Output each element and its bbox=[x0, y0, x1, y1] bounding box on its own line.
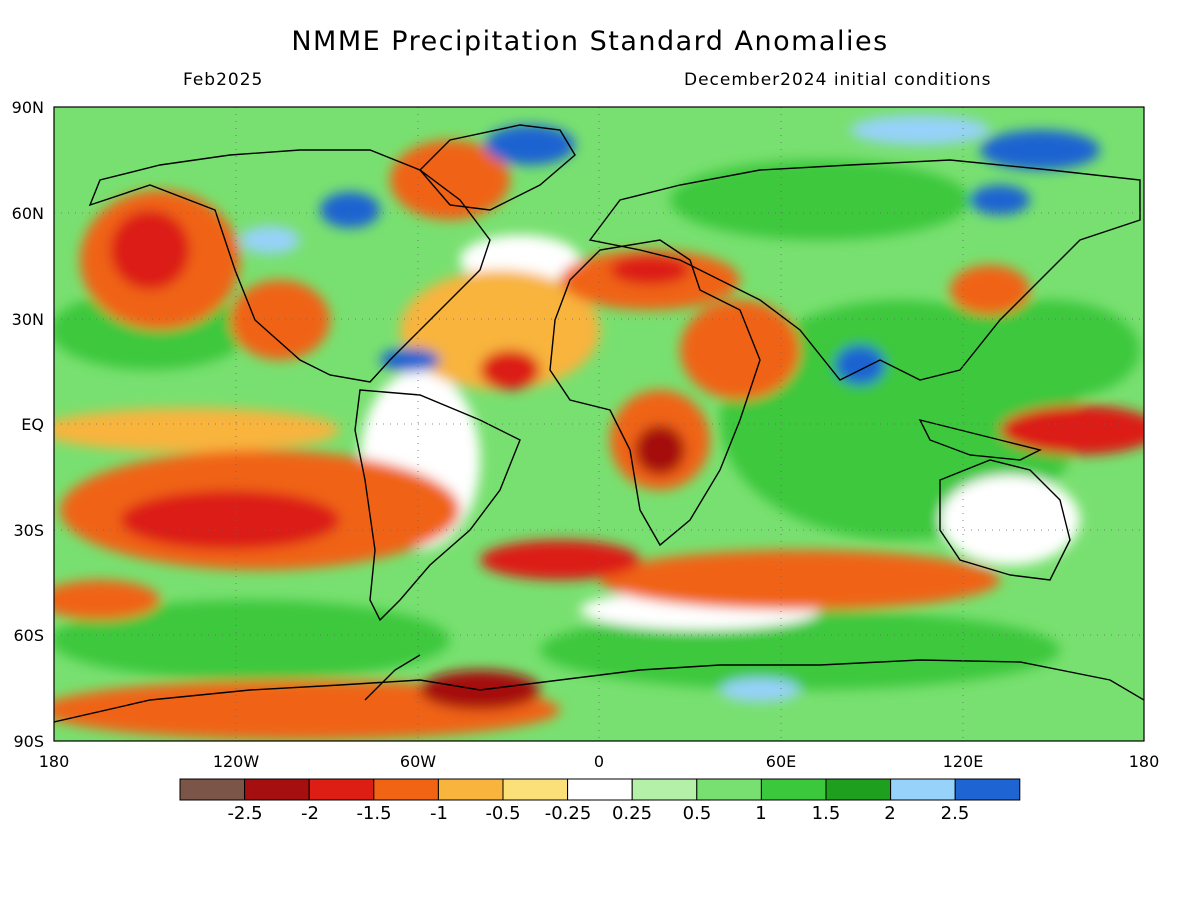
colorbar-label: -0.5 bbox=[485, 803, 520, 824]
colorbar-swatch bbox=[567, 778, 633, 801]
colorbar-label: -1.5 bbox=[356, 803, 391, 824]
colorbar-label: 0.5 bbox=[683, 803, 712, 824]
map-frame bbox=[53, 106, 1145, 742]
forecast-month: Feb2025 bbox=[183, 70, 264, 90]
anomaly-field bbox=[54, 107, 1144, 741]
graticule bbox=[54, 107, 1144, 741]
colorbar-label: -0.25 bbox=[545, 803, 592, 824]
colorbar-swatch bbox=[760, 778, 827, 801]
lat-tick: 30S bbox=[13, 521, 44, 540]
lon-axis: 180 120W 60W 0 60E 120E 180 bbox=[39, 752, 1160, 771]
lon-tick: 0 bbox=[594, 752, 604, 771]
colorbar-label: 2 bbox=[884, 803, 895, 824]
lon-tick: 120E bbox=[943, 752, 984, 771]
colorbar-label: -2 bbox=[301, 803, 319, 824]
colorbar-swatch bbox=[631, 778, 698, 801]
lat-tick: 90N bbox=[12, 98, 44, 117]
lon-tick: 120W bbox=[213, 752, 260, 771]
lat-tick: 60S bbox=[13, 626, 44, 645]
colorbar-label: -1 bbox=[430, 803, 448, 824]
colorbar-label: 1 bbox=[755, 803, 766, 824]
lat-tick: 60N bbox=[12, 204, 44, 223]
colorbar-swatch bbox=[954, 778, 1021, 801]
lat-tick: 90S bbox=[13, 732, 44, 751]
lon-tick: 60E bbox=[766, 752, 796, 771]
colorbar-swatch bbox=[244, 778, 310, 801]
colorbar-swatch bbox=[437, 778, 504, 801]
map-title: NMME Precipitation Standard Anomalies bbox=[291, 26, 889, 57]
colorbar-swatch bbox=[825, 778, 892, 801]
lon-tick: 180 bbox=[1129, 752, 1160, 771]
colorbar-label: -2.5 bbox=[227, 803, 262, 824]
colorbar-swatch bbox=[502, 778, 569, 801]
colorbar-swatch bbox=[890, 778, 956, 801]
colorbar bbox=[179, 778, 1021, 801]
colorbar-swatch bbox=[373, 778, 439, 801]
colorbar-label: 1.5 bbox=[812, 803, 841, 824]
lon-tick: 180 bbox=[39, 752, 70, 771]
lat-tick: 30N bbox=[12, 310, 44, 329]
lat-axis: 90N 60N 30N EQ 30S 60S 90S bbox=[12, 98, 44, 751]
colorbar-swatch bbox=[308, 778, 375, 801]
initial-conditions: December2024 initial conditions bbox=[684, 70, 992, 90]
lat-tick: EQ bbox=[21, 415, 44, 434]
colorbar-labels: -2.5 -2 -1.5 -1 -0.5 -0.25 0.25 0.5 1 1.… bbox=[227, 803, 969, 824]
lon-tick: 60W bbox=[400, 752, 436, 771]
colorbar-label: 0.25 bbox=[612, 803, 652, 824]
colorbar-swatch bbox=[696, 778, 762, 801]
colorbar-swatch bbox=[179, 778, 246, 801]
colorbar-label: 2.5 bbox=[941, 803, 970, 824]
coastlines bbox=[54, 124, 1144, 723]
